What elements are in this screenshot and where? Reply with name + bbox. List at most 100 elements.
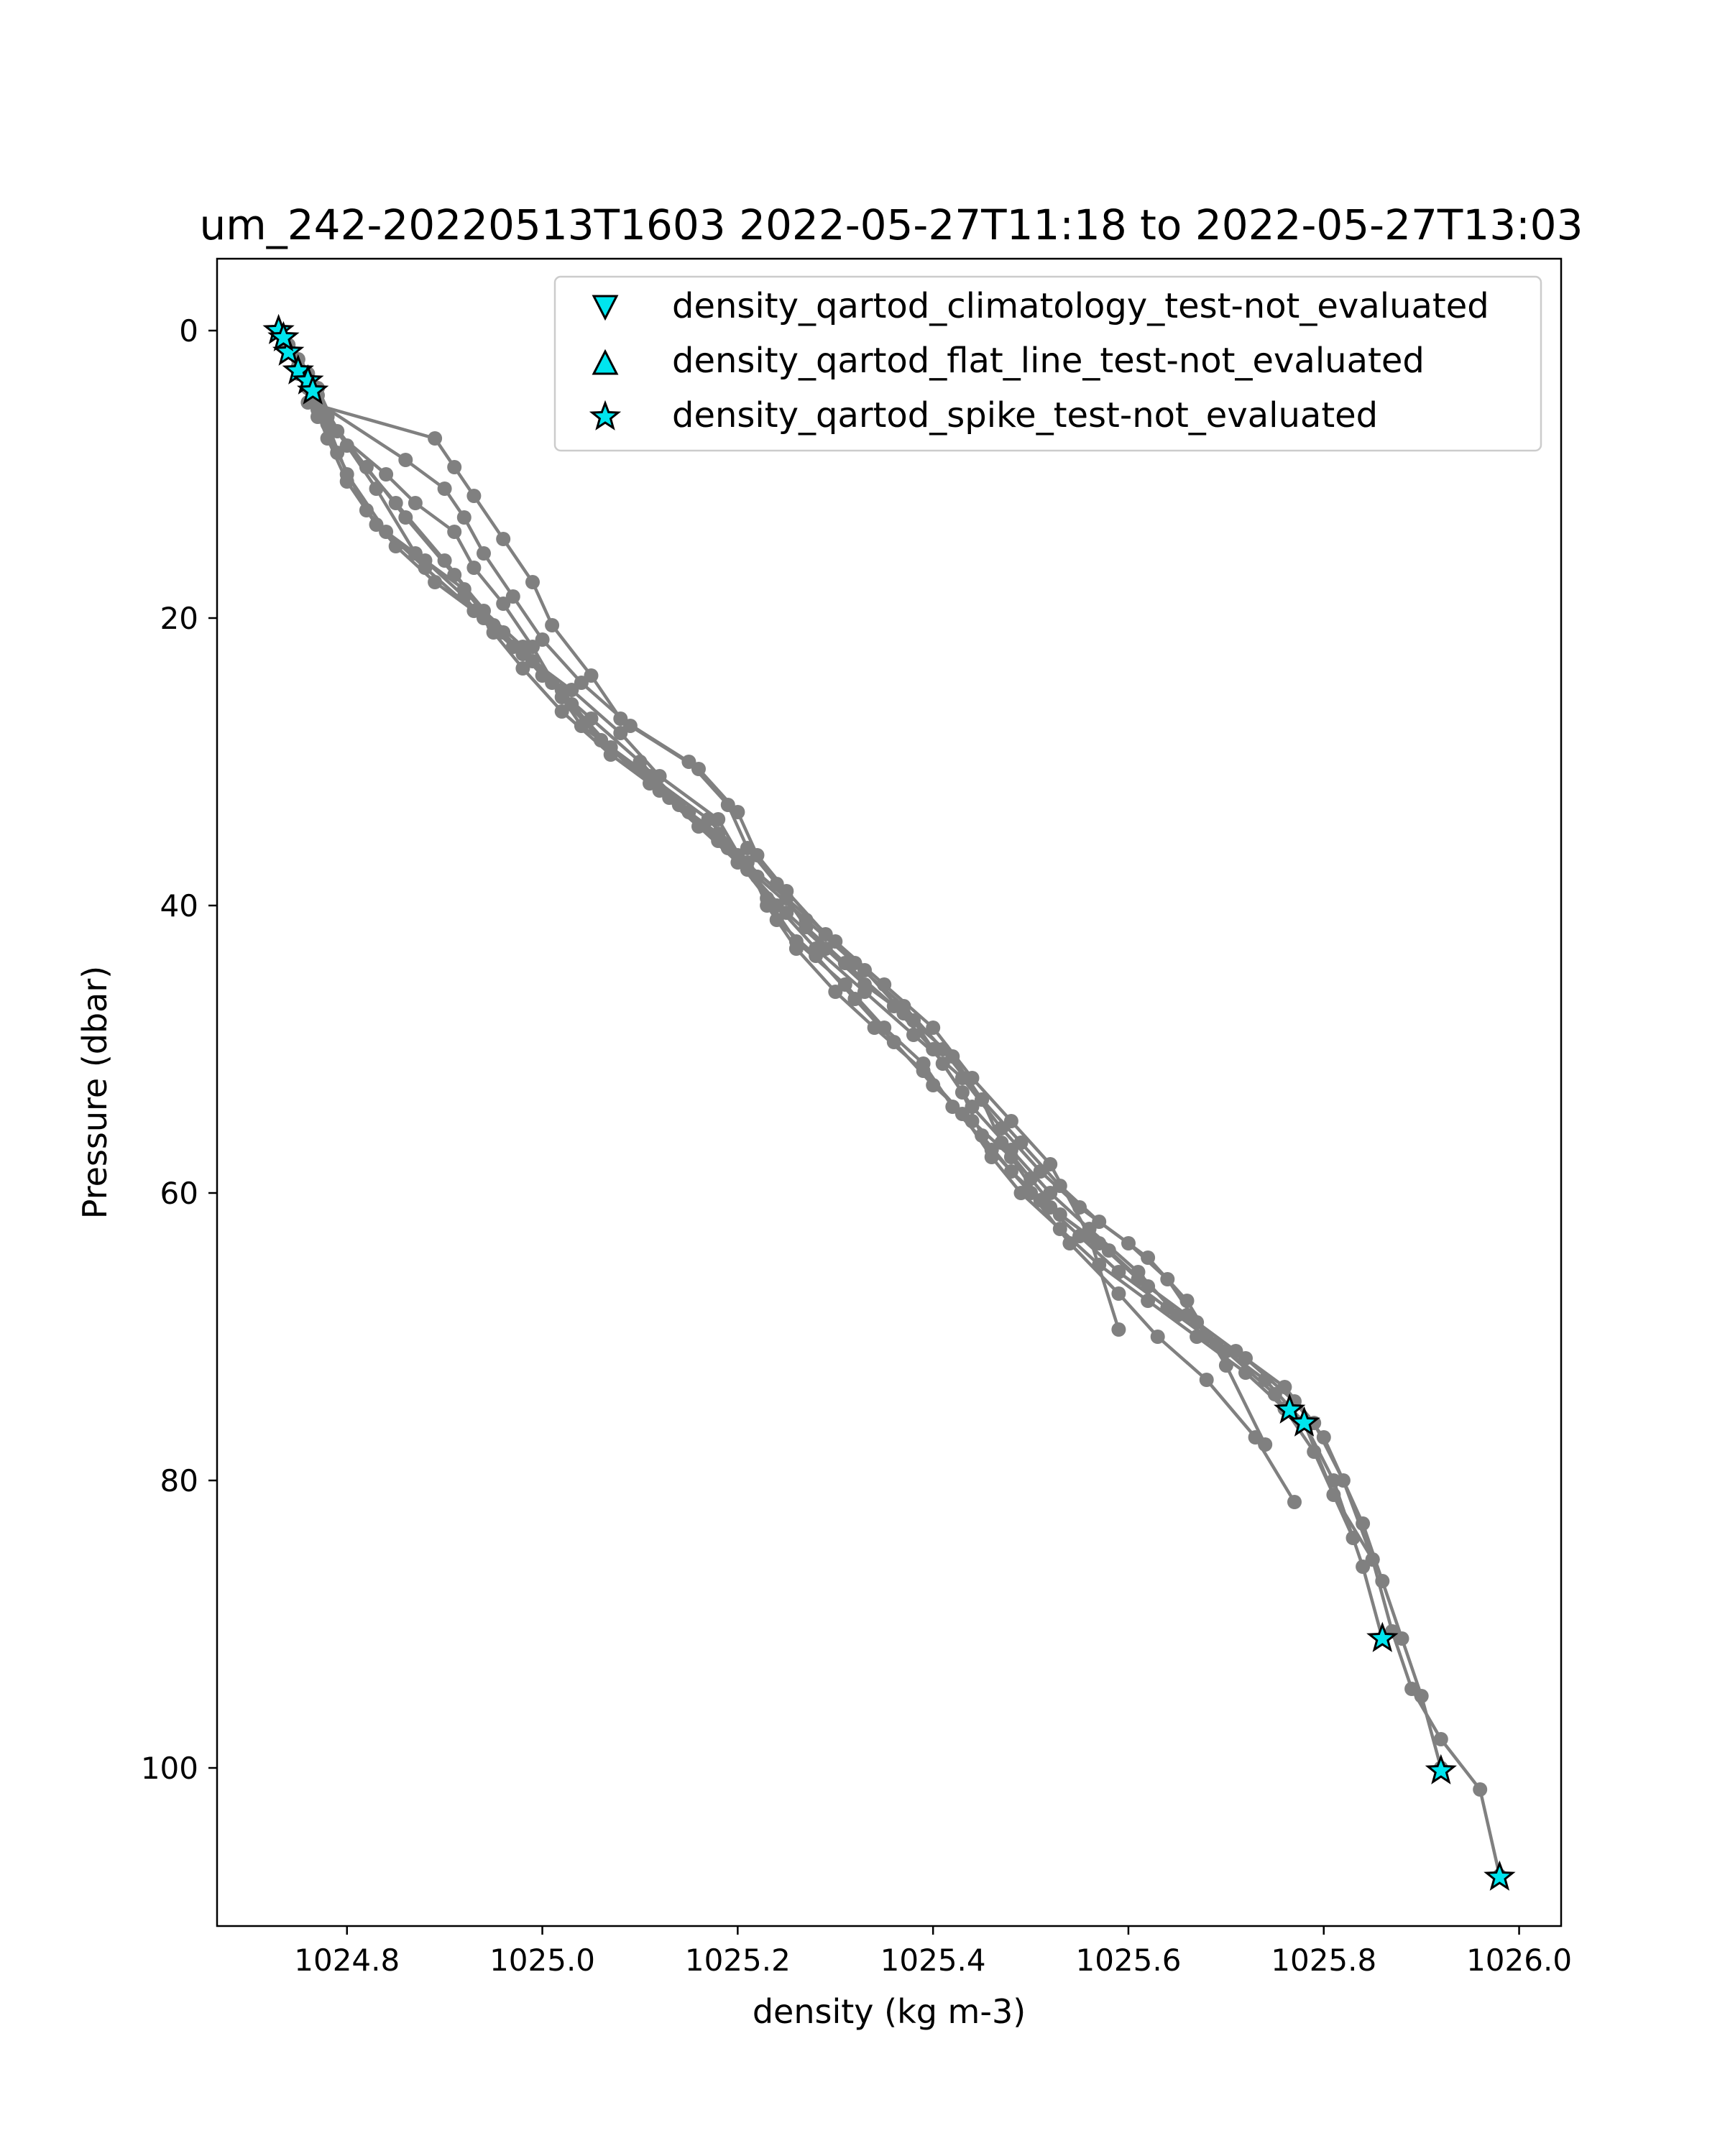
- data-point: [428, 431, 443, 446]
- data-point: [632, 755, 648, 769]
- data-point: [496, 532, 511, 546]
- data-point: [711, 826, 726, 841]
- data-point: [1111, 1322, 1126, 1337]
- profile-line: [306, 380, 1296, 1503]
- data-point: [681, 805, 696, 819]
- spike-flag-marker: [1484, 1860, 1516, 1891]
- spike-flag-marker: [1274, 1393, 1306, 1424]
- data-point: [1169, 1308, 1184, 1322]
- data-point: [339, 467, 354, 482]
- data-point: [359, 460, 374, 474]
- data-point: [525, 575, 540, 589]
- spike-flag-marker: [1366, 1621, 1399, 1652]
- data-point: [926, 1021, 941, 1035]
- data-point: [1160, 1272, 1175, 1286]
- profile-line: [296, 366, 1355, 1539]
- plot-area: [216, 257, 1563, 1927]
- data-point: [691, 762, 706, 776]
- data-point: [1433, 1732, 1448, 1746]
- profile-series: [281, 345, 1380, 1567]
- y-tick-label: 0: [179, 313, 198, 349]
- data-point: [1218, 1344, 1233, 1358]
- profile-series: [300, 374, 1302, 1509]
- x-tick-label: 1025.8: [1271, 1943, 1376, 1978]
- data-point: [711, 812, 726, 826]
- data-point: [1131, 1265, 1146, 1279]
- data-point: [535, 668, 550, 683]
- data-point: [613, 726, 628, 740]
- y-tick-label: 20: [160, 601, 198, 636]
- legend-label-spike: density_qartod_spike_test-not_evaluated: [672, 395, 1378, 436]
- legend-item-flat-line: density_qartod_flat_line_test-not_evalua…: [592, 341, 1425, 381]
- data-point: [847, 956, 862, 970]
- spike-flag-marker: [1288, 1406, 1320, 1437]
- data-point: [1307, 1445, 1322, 1459]
- data-point: [1101, 1243, 1116, 1258]
- data-point: [1141, 1250, 1156, 1265]
- data-point: [1394, 1631, 1409, 1646]
- data-point: [916, 1056, 931, 1071]
- data-point: [594, 733, 609, 747]
- data-point: [437, 482, 452, 496]
- data-point: [965, 1071, 980, 1085]
- data-point: [857, 985, 872, 999]
- y-tick-label: 60: [160, 1176, 198, 1211]
- data-point: [1052, 1207, 1067, 1222]
- profile-line: [277, 329, 1501, 1876]
- data-point: [730, 805, 745, 819]
- x-axis-label: density (kg m-3): [753, 1992, 1026, 2031]
- data-point: [408, 496, 423, 510]
- data-point: [398, 510, 413, 525]
- data-point: [984, 1143, 999, 1157]
- data-point: [906, 1013, 921, 1028]
- data-point: [809, 941, 824, 956]
- data-point: [1316, 1430, 1331, 1445]
- data-point: [788, 934, 804, 949]
- data-point: [466, 489, 482, 503]
- data-point: [1150, 1330, 1165, 1344]
- data-point: [1375, 1574, 1390, 1588]
- data-point: [408, 546, 423, 561]
- data-point: [496, 596, 511, 611]
- data-point: [1287, 1495, 1302, 1509]
- data-point: [1267, 1387, 1282, 1401]
- data-point: [1003, 1114, 1018, 1128]
- data-point: [1414, 1689, 1429, 1703]
- legend-frame: [553, 275, 1542, 452]
- data-point: [1121, 1236, 1136, 1250]
- data-point: [1024, 1186, 1039, 1200]
- flag-layer: [262, 313, 1516, 1891]
- data-point: [799, 913, 814, 927]
- data-point: [447, 525, 462, 539]
- legend-label-climatology: density_qartod_climatology_test-not_eval…: [672, 286, 1489, 326]
- legend-label-flat-line: density_qartod_flat_line_test-not_evalua…: [672, 341, 1425, 381]
- data-point: [1346, 1531, 1361, 1545]
- x-tick-label: 1026.0: [1466, 1943, 1572, 1978]
- data-point: [906, 1028, 921, 1042]
- data-point: [1199, 1373, 1214, 1387]
- data-point: [320, 410, 335, 424]
- y-tick-label: 40: [160, 888, 198, 923]
- data-point: [1258, 1437, 1273, 1452]
- spike-flag-marker: [1425, 1754, 1457, 1784]
- data-point: [1082, 1229, 1097, 1243]
- data-point: [379, 467, 394, 482]
- triangle-down-icon: [592, 295, 619, 321]
- y-tick-label: 100: [141, 1751, 198, 1786]
- legend-item-spike: density_qartod_spike_test-not_evaluated: [589, 395, 1378, 436]
- data-point: [466, 561, 482, 575]
- data-point: [896, 999, 911, 1013]
- profile-line: [277, 329, 1443, 1769]
- y-axis-label: Pressure (dbar): [75, 966, 114, 1219]
- x-tick-label: 1025.2: [685, 1943, 791, 1978]
- data-point: [1111, 1286, 1126, 1301]
- series-layer: [271, 323, 1507, 1883]
- x-tick-label: 1025.6: [1075, 1943, 1181, 1978]
- data-point: [525, 654, 540, 668]
- plot-frame: [216, 257, 1563, 1927]
- profile-series: [271, 323, 1448, 1775]
- legend-item-climatology: density_qartod_climatology_test-not_eval…: [592, 286, 1489, 326]
- y-tick-label: 80: [160, 1463, 198, 1498]
- data-point: [643, 776, 657, 791]
- data-point: [1473, 1782, 1488, 1797]
